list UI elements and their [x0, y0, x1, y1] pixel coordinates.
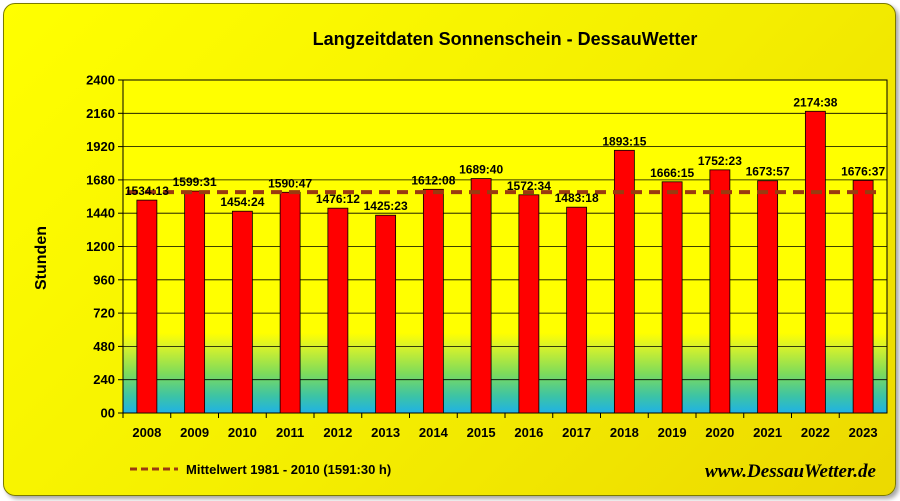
data-label-2010: 1454:24	[220, 195, 264, 209]
y-tick-label: 960	[93, 272, 115, 287]
bar-2019	[661, 181, 683, 414]
data-label-2016: 1572:34	[507, 179, 551, 193]
x-tick-label: 2019	[658, 425, 687, 440]
x-tick-label: 2018	[610, 425, 639, 440]
bar-2013	[375, 214, 397, 414]
x-tick-label: 2023	[849, 425, 878, 440]
data-label-2008: 1534:13	[125, 184, 169, 198]
x-tick-label: 2010	[228, 425, 257, 440]
x-tick-label: 2022	[801, 425, 830, 440]
y-tick-label: 720	[93, 306, 115, 321]
data-label-2011: 1590:47	[268, 176, 312, 190]
bar-2020	[709, 169, 731, 414]
y-tick-label: 00	[101, 406, 115, 421]
y-axis-label: Stunden	[33, 226, 50, 290]
bar-2014	[422, 188, 444, 414]
bar-2018	[613, 149, 635, 414]
x-tick-label: 2020	[705, 425, 734, 440]
bar-2009	[184, 190, 206, 414]
data-label-2009: 1599:31	[173, 175, 217, 189]
data-label-2015: 1689:40	[459, 163, 503, 177]
website-credit: www.DessauWetter.de	[705, 461, 877, 482]
bar-2008	[136, 199, 158, 414]
bar-2022	[804, 110, 826, 414]
bar-2011	[279, 191, 301, 414]
data-label-2012: 1476:12	[316, 192, 360, 206]
data-label-2020: 1752:23	[698, 154, 742, 168]
x-tick-label: 2013	[371, 425, 400, 440]
x-tick-label: 2012	[323, 425, 352, 440]
y-tick-labels: 00 240 480 720 960 1200 1440 1680 1920 2160 2400	[86, 73, 115, 421]
bar-2016	[518, 194, 540, 414]
y-tick-label: 480	[93, 339, 115, 354]
data-label-2017: 1483:18	[555, 191, 599, 205]
x-tick-label: 2009	[180, 425, 209, 440]
data-label-2013: 1425:23	[364, 199, 408, 213]
legend-label: Mittelwert 1981 - 2010 (1591:30 h)	[186, 462, 391, 477]
x-tick-label: 2017	[562, 425, 591, 440]
x-tick-label: 2014	[419, 425, 449, 440]
x-tick-labels: 2008 2009 2010 2011 2012 2013 2014 2015 2016 2017…	[132, 425, 877, 440]
bar-2010	[231, 210, 253, 414]
bar-2015	[470, 178, 492, 414]
bar-2021	[757, 180, 779, 414]
bar-2012	[327, 207, 349, 414]
x-tick-label: 2016	[514, 425, 543, 440]
data-label-2023: 1676:37	[841, 164, 885, 178]
x-tick-label: 2021	[753, 425, 782, 440]
y-tick-label: 1440	[86, 206, 115, 221]
data-label-2018: 1893:15	[602, 134, 646, 148]
y-tick-label: 1920	[86, 139, 115, 154]
data-label-2014: 1612:08	[411, 173, 455, 187]
x-tick-label: 2015	[467, 425, 496, 440]
bar-2017	[566, 206, 588, 414]
y-tick-label: 2160	[86, 106, 115, 121]
x-tick-label: 2011	[276, 425, 304, 440]
y-tick-label: 1680	[86, 172, 115, 187]
y-tick-label: 2400	[86, 73, 115, 88]
data-label-2022: 2174:38	[793, 95, 837, 109]
data-label-2021: 1673:57	[746, 165, 790, 179]
y-tick-label: 1200	[86, 239, 115, 254]
bar-2023	[852, 179, 874, 414]
x-tick-label: 2008	[132, 425, 161, 440]
chart-title: Langzeitdaten Sonnenschein - DessauWette…	[313, 29, 698, 49]
y-tick-label: 240	[93, 372, 115, 387]
bars	[136, 110, 874, 414]
data-label-2019: 1666:15	[650, 166, 694, 180]
